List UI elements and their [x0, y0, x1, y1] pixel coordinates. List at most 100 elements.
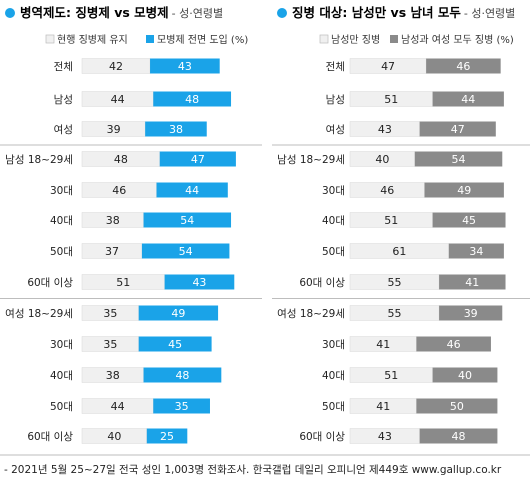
right-data-label-series-1: 51 [384, 214, 398, 227]
left-category-label: 남성 18~29세 [5, 154, 73, 166]
right-bar-series-2 [439, 305, 503, 321]
left-bar-series-2 [156, 182, 228, 198]
left-data-label-series-2: 48 [185, 93, 199, 106]
left-data-label-series-2: 54 [180, 214, 194, 227]
right-category-label: 50대 [322, 246, 345, 258]
left-title-bullet-icon [5, 8, 15, 18]
right-bar-series-2 [419, 428, 498, 444]
right-category-label: 60대 이상 [299, 277, 345, 289]
right-data-label-series-1: 46 [380, 184, 394, 197]
right-data-label-series-2: 50 [450, 400, 464, 413]
left-bar-series-2 [143, 212, 232, 228]
left-category-label: 50대 [50, 246, 73, 258]
right-bar-series-2 [414, 151, 503, 167]
right-category-label: 여성 18~29세 [277, 308, 345, 320]
right-category-label: 30대 [322, 185, 345, 197]
left-data-label-series-1: 39 [107, 123, 121, 136]
right-bar-series-2 [416, 398, 498, 414]
right-legend-swatch-1 [319, 34, 329, 44]
right-bar-series-2 [439, 274, 506, 290]
right-category-label: 남성 18~29세 [277, 154, 345, 166]
right-data-label-series-2: 46 [447, 338, 461, 351]
right-data-label-series-1: 43 [378, 123, 392, 136]
left-panel-header: 병역제도: 징병제 vs 모병제 - 성·연령별 [5, 5, 223, 20]
left-bar-series-2 [138, 305, 219, 321]
left-data-label-series-1: 48 [114, 153, 128, 166]
right-bar-series-2 [432, 367, 498, 383]
left-bar-series-2 [153, 91, 232, 107]
right-data-label-series-1: 43 [378, 430, 392, 443]
left-data-label-series-2: 43 [192, 276, 206, 289]
left-category-label: 여성 18~29세 [5, 308, 73, 320]
right-title-bullet-icon [277, 8, 287, 18]
right-legend: 남성만 징병 남성과 여성 모두 징병 (%) [319, 34, 514, 46]
left-category-label: 전체 [54, 61, 73, 73]
right-bar-series-2 [432, 91, 504, 107]
left-data-label-series-1: 51 [116, 276, 130, 289]
left-data-label-series-2: 49 [171, 307, 185, 320]
left-data-label-series-2: 38 [169, 123, 183, 136]
right-data-label-series-1: 47 [381, 60, 395, 73]
right-category-label: 40대 [322, 215, 345, 227]
left-category-label: 60대 이상 [27, 431, 73, 443]
group-separators [0, 144, 530, 456]
footer-source: - 2021년 5월 25~27일 전국 성인 1,003명 전화조사. 한국갤… [4, 463, 502, 476]
left-data-label-series-2: 54 [179, 245, 193, 258]
left-bar-series-2 [146, 428, 188, 444]
right-legend-label-2: 남성과 여성 모두 징병 (%) [401, 34, 514, 46]
left-category-label: 남성 [54, 94, 73, 106]
left-category-label: 40대 [50, 215, 73, 227]
right-data-label-series-1: 41 [376, 400, 390, 413]
left-data-label-series-1: 35 [103, 338, 117, 351]
left-data-label-series-1: 38 [106, 214, 120, 227]
right-data-label-series-2: 41 [465, 276, 479, 289]
right-data-label-series-2: 39 [464, 307, 478, 320]
right-data-label-series-2: 54 [452, 153, 466, 166]
right-data-label-series-2: 40 [458, 369, 472, 382]
right-bar-series-2 [432, 212, 506, 228]
right-data-label-series-1: 51 [384, 93, 398, 106]
left-data-label-series-1: 35 [103, 307, 117, 320]
left-legend-label-2: 모병제 전면 도입 (%) [157, 33, 248, 46]
right-category-label: 여성 [326, 124, 345, 136]
right-legend-swatch-2 [390, 35, 398, 43]
left-bar-series-2 [143, 367, 222, 383]
left-bar-series-2 [150, 58, 220, 74]
right-bar-series-2 [419, 121, 496, 137]
left-bar-series-2 [145, 121, 207, 137]
left-legend-swatch-1 [45, 34, 55, 44]
left-legend-swatch-2 [146, 35, 154, 43]
left-data-label-series-2: 43 [178, 60, 192, 73]
left-data-label-series-1: 37 [105, 245, 119, 258]
left-bar-series-2 [159, 151, 236, 167]
right-legend-label-1: 남성만 징병 [331, 34, 380, 46]
left-category-label: 60대 이상 [27, 277, 73, 289]
right-data-label-series-1: 40 [375, 153, 389, 166]
right-data-label-series-1: 41 [376, 338, 390, 351]
right-data-label-series-2: 45 [462, 214, 476, 227]
left-data-label-series-1: 42 [109, 60, 123, 73]
right-category-label: 30대 [322, 339, 345, 351]
right-data-label-series-1: 61 [392, 245, 406, 258]
left-category-label: 30대 [50, 339, 73, 351]
right-category-label: 60대 이상 [299, 431, 345, 443]
left-data-label-series-2: 48 [175, 369, 189, 382]
left-bar-series-2 [141, 243, 230, 259]
right-category-label: 남성 [326, 94, 345, 106]
right-bar-series-1 [349, 398, 417, 414]
left-category-label: 40대 [50, 370, 73, 382]
left-data-label-series-2: 25 [160, 430, 174, 443]
right-title: 징병 대상: 남성만 vs 남녀 모두 - 성·연령별 [292, 5, 515, 20]
right-bar-series-2 [416, 336, 491, 352]
right-category-label: 50대 [322, 401, 345, 413]
left-category-label: 30대 [50, 185, 73, 197]
left-legend: 현행 징병제 유지 모병제 전면 도입 (%) [45, 33, 248, 46]
right-data-label-series-2: 49 [457, 184, 471, 197]
right-data-label-series-2: 44 [461, 93, 475, 106]
right-bar-series-1 [349, 336, 417, 352]
left-data-label-series-1: 46 [112, 184, 126, 197]
right-data-label-series-2: 47 [451, 123, 465, 136]
right-data-label-series-1: 51 [384, 369, 398, 382]
right-data-label-series-2: 46 [456, 60, 470, 73]
